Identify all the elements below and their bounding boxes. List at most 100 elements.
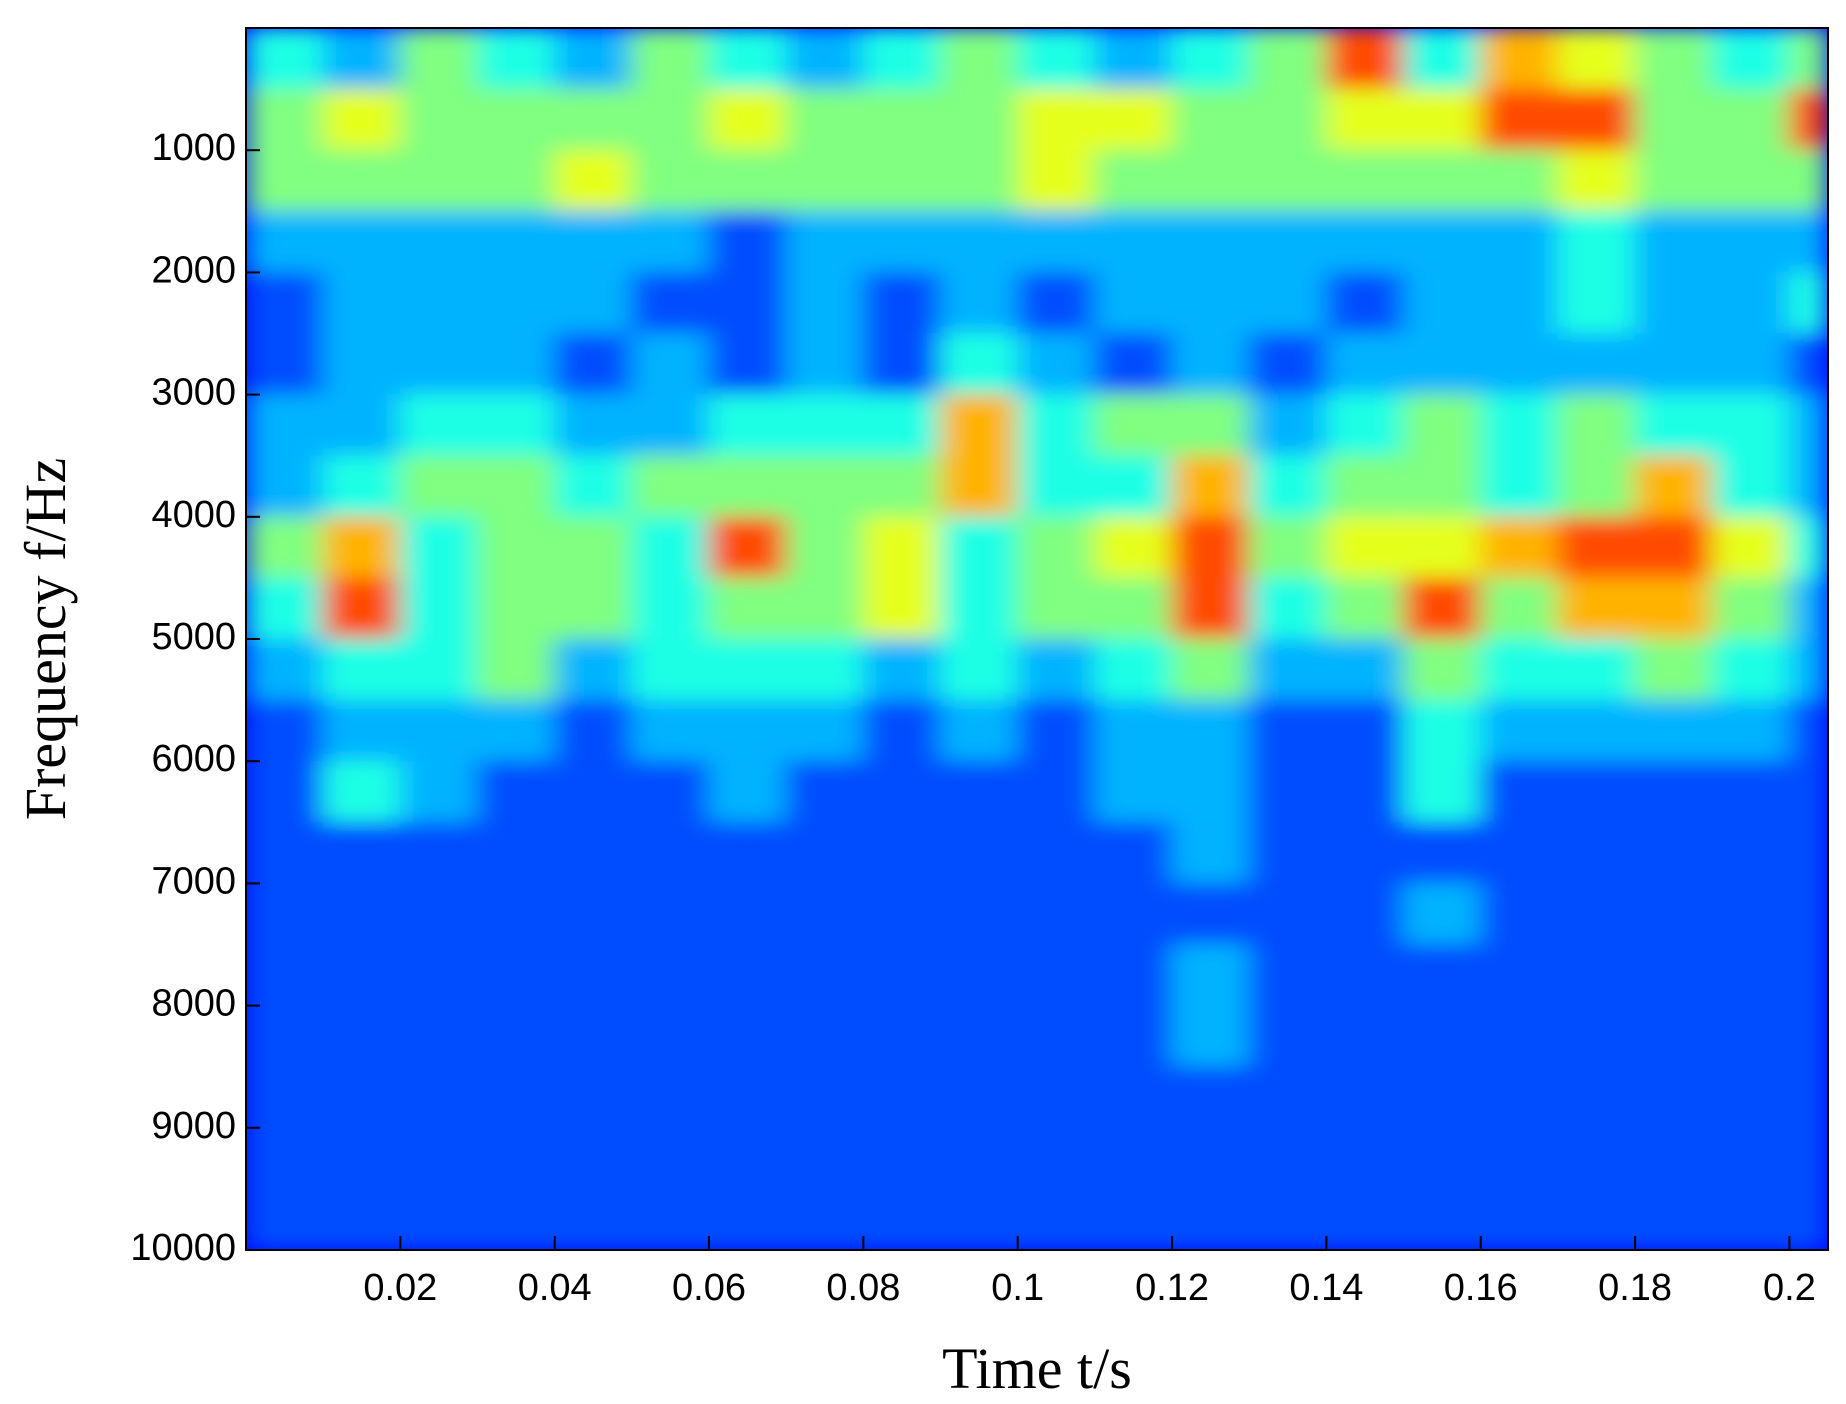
heatmap-cell [322, 1005, 401, 1068]
heatmap-cell [940, 699, 1019, 762]
heatmap-cell [1557, 210, 1636, 273]
heatmap-cell [1094, 638, 1173, 701]
heatmap-cell [940, 821, 1019, 884]
heatmap-cell [1711, 1066, 1790, 1129]
heatmap-cell [322, 149, 401, 212]
heatmap-cell [1557, 577, 1636, 640]
heatmap-cell [1171, 149, 1250, 212]
heatmap-cell [1248, 1188, 1327, 1250]
heatmap-cell [1788, 149, 1828, 212]
heatmap-cell [862, 333, 942, 396]
heatmap-cell [631, 333, 710, 396]
heatmap-cell [246, 944, 324, 1007]
heatmap-cell [1480, 821, 1559, 884]
heatmap-cell [477, 455, 556, 518]
heatmap-cell [785, 638, 864, 701]
heatmap-cell [1171, 394, 1250, 457]
heatmap-cell [554, 394, 633, 457]
heatmap-cell [1480, 149, 1559, 212]
heatmap-cell [631, 271, 710, 334]
heatmap-cell [1403, 394, 1482, 457]
heatmap-cell [1634, 882, 1713, 945]
heatmap-cell [1788, 821, 1828, 884]
heatmap-cell [477, 516, 556, 579]
heatmap-cell [246, 394, 324, 457]
heatmap-cell [1325, 577, 1405, 640]
heatmap-cell [1325, 271, 1405, 334]
heatmap-cell [246, 821, 324, 884]
heatmap-cell [1711, 944, 1790, 1007]
heatmap-cell [1325, 1188, 1405, 1250]
heatmap-cell [862, 638, 942, 701]
heatmap-cell [940, 1066, 1019, 1129]
heatmap-cell [785, 699, 864, 762]
heatmap-cell [246, 455, 324, 518]
heatmap-cell [1094, 1188, 1173, 1250]
heatmap-cell [1171, 882, 1250, 945]
heatmap-cell [708, 1127, 787, 1190]
heatmap-cell [399, 760, 479, 823]
heatmap-cell [1788, 1127, 1828, 1190]
heatmap-cell [1094, 455, 1173, 518]
heatmap-cell [708, 28, 787, 90]
heatmap-cell [1480, 1066, 1559, 1129]
heatmap-cell [1634, 28, 1713, 90]
heatmap-cell [631, 1127, 710, 1190]
heatmap-cell [1094, 944, 1173, 1007]
heatmap-cell [862, 455, 942, 518]
heatmap-cell [1480, 1188, 1559, 1250]
heatmap-cell [1403, 210, 1482, 273]
heatmap-cell [477, 28, 556, 90]
heatmap-cell [940, 88, 1019, 151]
heatmap-cell [1325, 28, 1405, 90]
heatmap-cell [399, 333, 479, 396]
x-tick-label: 0.04 [518, 1267, 592, 1309]
heatmap-cell [1094, 1127, 1173, 1190]
heatmap-cell [1094, 516, 1173, 579]
heatmap-cell [785, 516, 864, 579]
heatmap-cell [1711, 271, 1790, 334]
heatmap-cell [1248, 28, 1327, 90]
heatmap-cell [1480, 333, 1559, 396]
heatmap-cell [1788, 271, 1828, 334]
heatmap-cell [1017, 760, 1096, 823]
heatmap-cell [1788, 760, 1828, 823]
heatmap-cell [1788, 516, 1828, 579]
heatmap-cell [554, 28, 633, 90]
heatmap-cell [1094, 760, 1173, 823]
heatmap-cell [1094, 882, 1173, 945]
heatmap-cell [1171, 944, 1250, 1007]
heatmap-cell [1711, 821, 1790, 884]
heatmap-cell [1403, 333, 1482, 396]
heatmap-cell [862, 1188, 942, 1250]
heatmap-cell [1557, 882, 1636, 945]
heatmap-cell [1017, 149, 1096, 212]
heatmap-cell [1248, 88, 1327, 151]
heatmap-cell [862, 394, 942, 457]
heatmap-cell [1094, 88, 1173, 151]
heatmap-cell [631, 699, 710, 762]
heatmap-cell [477, 577, 556, 640]
heatmap-cell [1557, 28, 1636, 90]
heatmap-cell [1480, 455, 1559, 518]
heatmap-cell [246, 28, 324, 90]
heatmap-cell [477, 271, 556, 334]
heatmap-cell [862, 271, 942, 334]
heatmap-cell [246, 271, 324, 334]
heatmap-cell [1248, 1127, 1327, 1190]
heatmap-cell [785, 821, 864, 884]
heatmap-cell [1788, 333, 1828, 396]
heatmap-cell [862, 516, 942, 579]
heatmap-cell [1557, 638, 1636, 701]
heatmap-cell [940, 944, 1019, 1007]
heatmap-cell [1788, 28, 1828, 90]
heatmap-cell [1094, 271, 1173, 334]
heatmap-cell [1711, 149, 1790, 212]
heatmap-cell [1094, 28, 1173, 90]
heatmap-cell [1711, 699, 1790, 762]
heatmap-cell [1557, 455, 1636, 518]
heatmap-cell [708, 760, 787, 823]
heatmap-cell [1788, 455, 1828, 518]
heatmap-cell [1557, 760, 1636, 823]
x-tick-label: 0.02 [363, 1267, 437, 1309]
